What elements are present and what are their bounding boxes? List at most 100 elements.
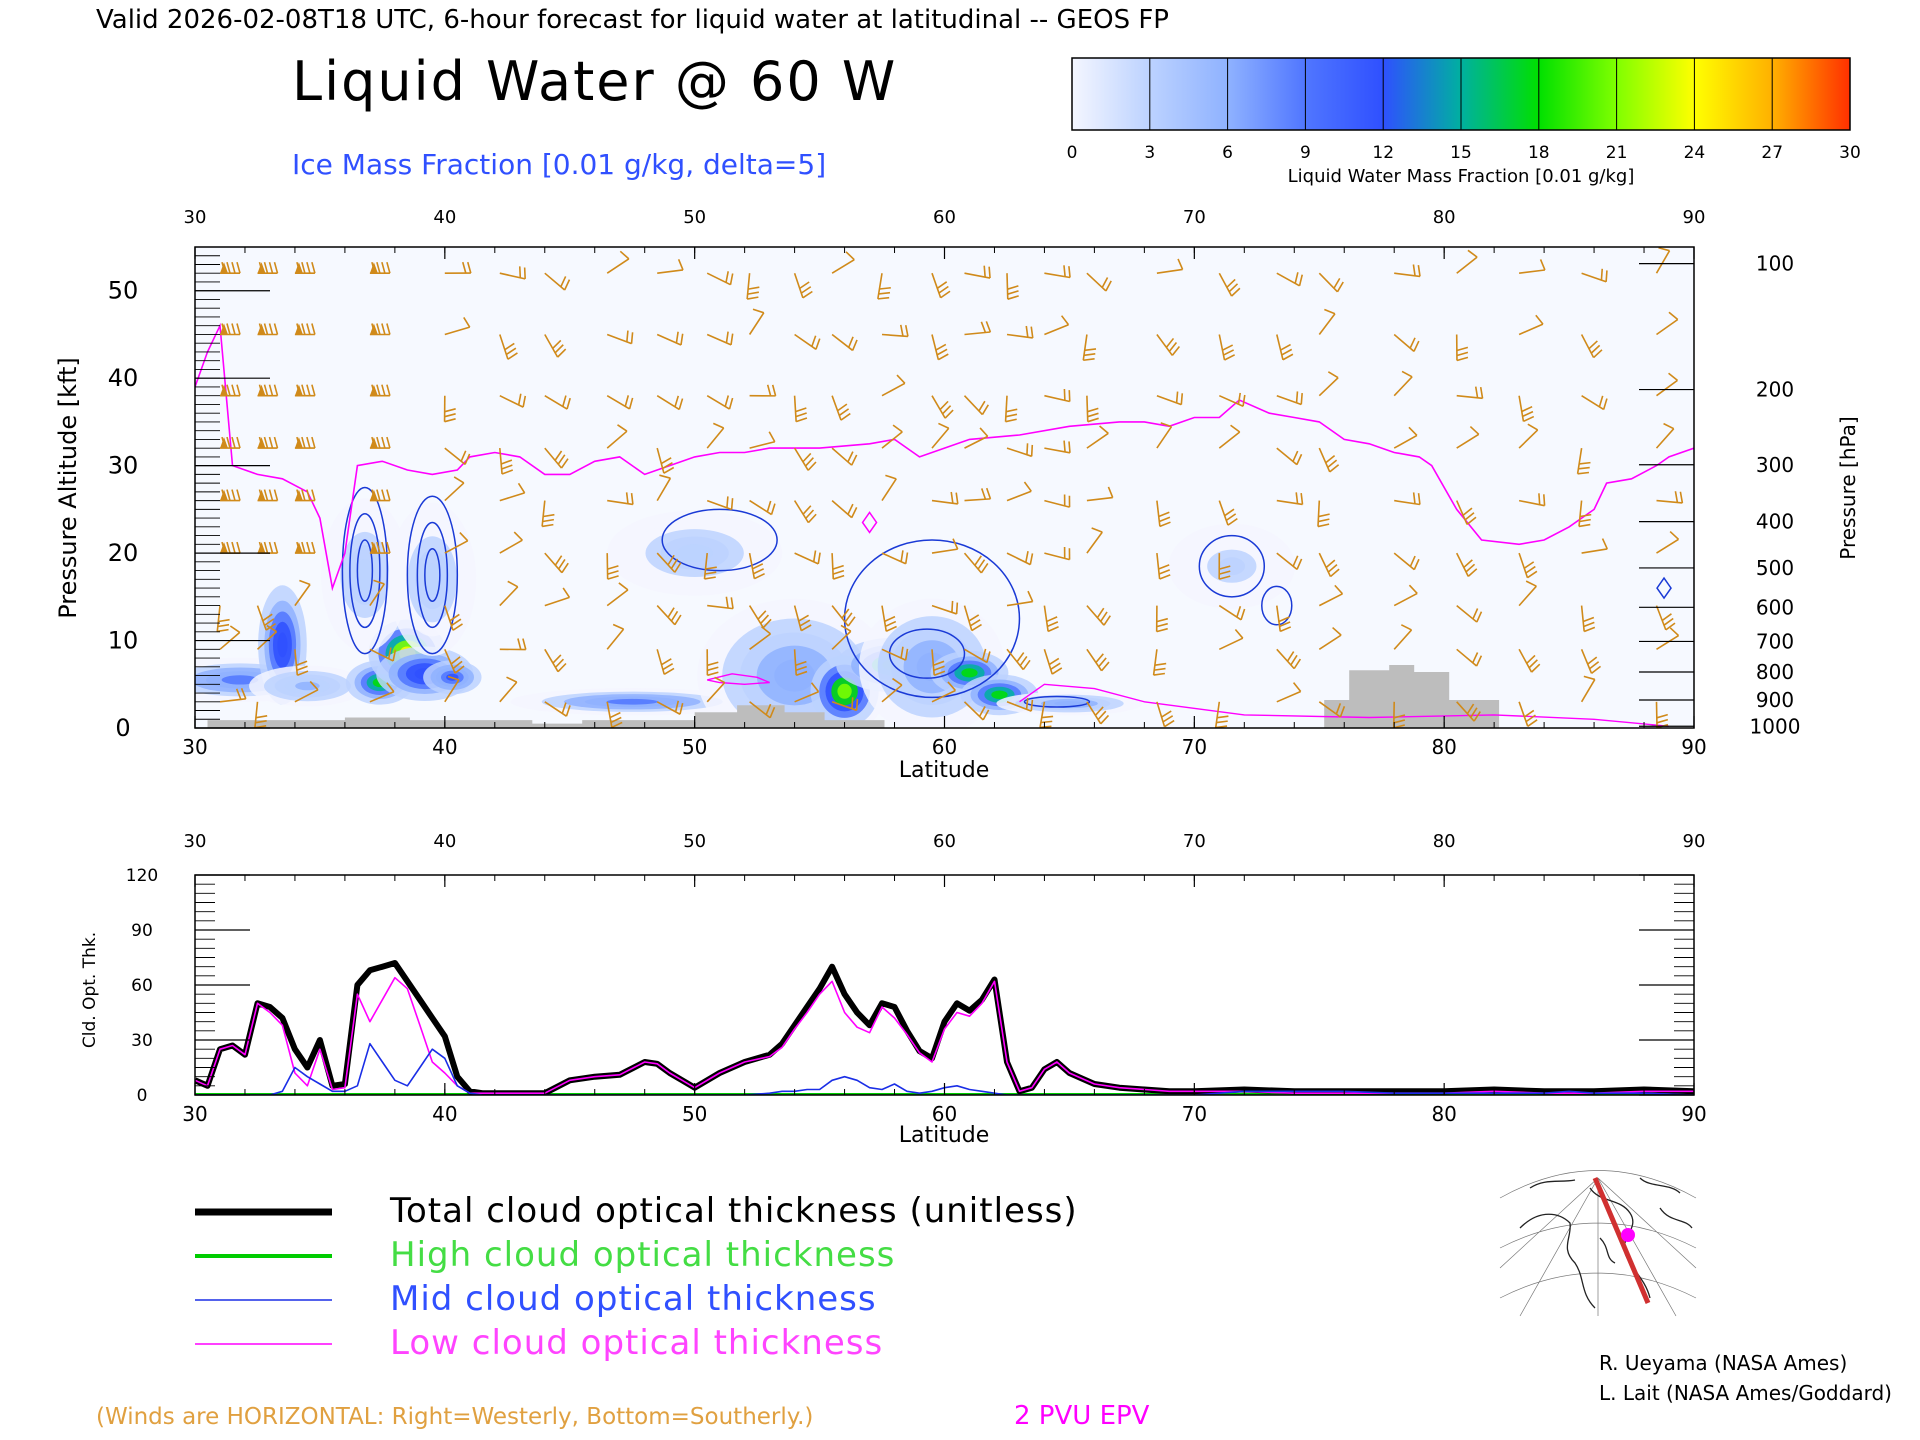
wind-barb (831, 697, 859, 712)
liquid-water-blob (1218, 557, 1246, 576)
x-tick-label-top: 70 (1183, 831, 1206, 852)
wind-barb (794, 550, 821, 565)
optical-thickness-panel: 30 30 40 40 50 50 60 60 70 70 80 80 90 90 0 30 60 90 120 L… (80, 831, 1707, 1148)
wind-barb (257, 384, 279, 397)
wind-barb (1318, 584, 1344, 607)
wind-barb (656, 395, 684, 411)
wind-barb (831, 624, 852, 650)
wind-barb (606, 582, 629, 607)
wind-barb (1276, 447, 1303, 466)
y-tick-label: 0 (115, 714, 130, 742)
colorbar-tick-label: 27 (1761, 143, 1783, 163)
wind-barb (444, 605, 463, 631)
wind-barb (1456, 648, 1483, 667)
wind-barb (607, 492, 634, 506)
pressure-tick-label: 400 (1756, 510, 1794, 534)
pressure-tick-label: 200 (1756, 378, 1794, 402)
wind-barb (369, 384, 391, 397)
epv-label: 2 PVU EPV (1014, 1401, 1150, 1431)
wind-barb (499, 676, 518, 703)
wind-barb (931, 600, 959, 615)
wind-barb (657, 259, 684, 274)
wind-barb (749, 384, 777, 397)
pressure-tick-label: 800 (1756, 660, 1794, 684)
map-grid (1499, 1170, 1697, 1317)
colorbar-tick-label: 18 (1528, 143, 1550, 163)
wind-barb (606, 701, 623, 728)
wind-barb (606, 330, 634, 345)
ice-contour-small (1656, 576, 1672, 600)
terrain-area (195, 665, 1694, 728)
wind-barb (1218, 604, 1246, 621)
pressure-tick-label: 1000 (1750, 714, 1801, 738)
wind-barb (1276, 552, 1303, 571)
wind-barb (1518, 701, 1538, 727)
wind-barb (1655, 422, 1675, 449)
wind-barb (1656, 311, 1679, 336)
wind-barb (881, 424, 903, 449)
wind-barb (1276, 648, 1302, 670)
colorbar-tick-label: 9 (1300, 143, 1311, 163)
wind-barb (1086, 648, 1110, 672)
wind-barb (544, 552, 569, 574)
wind-barb (964, 321, 992, 336)
wind-barb (1006, 590, 1034, 607)
wind-barb (748, 308, 765, 335)
x-tick-label-top: 50 (683, 207, 706, 228)
wind-barb (1576, 447, 1591, 475)
ice-contour (1198, 534, 1266, 598)
x-tick-label: 30 (182, 1102, 207, 1126)
bottom-plot-background (195, 875, 1694, 1095)
wind-barb (544, 587, 571, 607)
wind-barb (606, 553, 619, 580)
credit-lait: L. Lait (NASA Ames/Goddard) (1599, 1381, 1892, 1405)
wind-barb (369, 682, 395, 703)
wind-barb (831, 333, 858, 352)
wind-barb (220, 384, 241, 397)
ice-contour (1023, 695, 1091, 708)
wind-barb (1518, 493, 1546, 507)
wind-barb (881, 605, 897, 632)
wind-barb (1580, 605, 1596, 633)
wind-barb (831, 447, 858, 466)
wind-barb (369, 647, 397, 662)
wind-barb (964, 427, 989, 449)
optical-thickness-axes: 30 30 40 40 50 50 60 60 70 70 80 80 90 90 0 30 60 90 120 (126, 831, 1707, 1126)
wind-barb (964, 487, 992, 502)
x-tick-label: 70 (1182, 1102, 1207, 1126)
wind-barb (1656, 491, 1684, 504)
cross-section-axes: 3030404050506060707080809090010203040501… (108, 207, 1801, 759)
wind-barb (257, 436, 279, 449)
wind-barb (294, 680, 319, 703)
colorbar-tick-label: 3 (1144, 143, 1155, 163)
wind-barb (1318, 447, 1340, 473)
wind-barb (749, 626, 771, 650)
wind-barb (749, 499, 776, 516)
wind-barb (1656, 530, 1680, 554)
wind-barb (1044, 494, 1071, 508)
colorbar-ticks: 0 3 6 9 12 15 18 21 24 27 30 (1067, 58, 1861, 163)
colorbar-tick-label: 24 (1684, 143, 1706, 163)
wind-barb (1518, 648, 1541, 673)
wind-barb (294, 323, 316, 336)
page-title: Liquid Water @ 60 W (292, 50, 897, 113)
wind-barb (931, 422, 950, 449)
y-tick-label: 120 (126, 866, 158, 886)
wind-barb (1656, 372, 1678, 397)
wind-barb (931, 538, 959, 554)
wind-barb (831, 553, 845, 580)
wind-barb (1086, 486, 1114, 502)
y-tick-label: 0 (137, 1086, 148, 1106)
wind-barb (881, 550, 909, 565)
y-tick-label: 50 (108, 277, 139, 305)
wind-barb (1086, 272, 1112, 292)
wind-barb (793, 500, 817, 524)
wind-barb (544, 395, 571, 410)
wind-barb (793, 649, 808, 677)
wind-barb (369, 261, 391, 275)
wind-barb (1518, 423, 1539, 449)
wind-barb (220, 323, 241, 336)
wind-barb (444, 648, 465, 674)
wind-barb (1086, 605, 1111, 626)
wind-barb (831, 251, 855, 274)
